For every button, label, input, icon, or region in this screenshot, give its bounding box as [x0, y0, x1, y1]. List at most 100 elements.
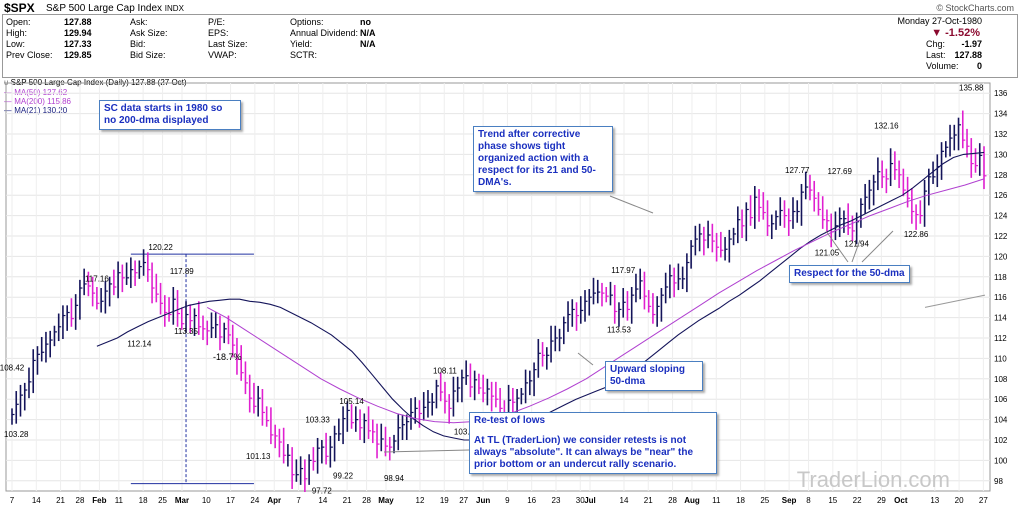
quote-label: Prev Close:	[6, 50, 53, 60]
pointer-line	[851, 239, 861, 263]
quote-label: Chg:	[926, 39, 946, 49]
price-label: 101.13	[246, 452, 271, 461]
chart-header: $SPX S&P 500 Large Cap Index INDX © Stoc…	[0, 0, 1020, 78]
x-tick-label: 11	[712, 496, 721, 505]
ma200-line	[924, 294, 986, 308]
x-tick-label: 20	[955, 496, 964, 505]
quote-value: 129.85	[64, 50, 92, 60]
y-tick-label: 118	[994, 273, 1007, 282]
quote-label: Bid Size:	[130, 50, 166, 60]
x-tick-label: 21	[644, 496, 653, 505]
legend-ma21: — MA(21) 130.20	[4, 106, 68, 115]
quote-value: 0	[976, 61, 982, 71]
quote-label: Last Size:	[208, 39, 248, 49]
quote-date: Monday 27-Oct-1980	[897, 16, 982, 26]
price-label: 108.11	[433, 367, 457, 376]
price-label: 122.86	[904, 230, 929, 239]
quote-value: -1.97	[961, 39, 982, 49]
x-tick-label: 12	[416, 496, 425, 505]
x-tick-label: 30	[576, 496, 585, 505]
x-tick-label: 24	[250, 496, 259, 505]
annotation-sc-data: SC data starts in 1980 so no 200-dma dis…	[99, 100, 241, 130]
x-tick-label: 9	[505, 496, 510, 505]
pointer-line	[861, 230, 894, 263]
quote-label: Volume:	[926, 61, 959, 71]
symbol-description: S&P 500 Large Cap Index INDX	[46, 3, 184, 14]
annotation-retest: Re-test of lows At TL (TraderLion) we co…	[469, 412, 717, 474]
y-tick-label: 116	[994, 293, 1007, 302]
price-label: 103.28	[4, 430, 29, 439]
source-credit: © StockCharts.com	[936, 3, 1014, 13]
price-label: 98.94	[384, 474, 405, 483]
quote-value: 127.88	[954, 50, 982, 60]
x-tick-label: 14	[318, 496, 327, 505]
legend-ma200: — MA(200) 115.86	[4, 97, 72, 106]
x-tick-label: 14	[620, 496, 629, 505]
y-tick-label: 136	[994, 89, 1008, 98]
quote-label: Ask:	[130, 17, 148, 27]
x-tick-label: 29	[877, 496, 886, 505]
annotation-trend: Trend after corrective phase shows tight…	[473, 126, 613, 192]
x-tick-label: 21	[343, 496, 352, 505]
y-tick-label: 100	[994, 456, 1008, 465]
x-tick-label: 25	[760, 496, 769, 505]
x-tick-label: 22	[853, 496, 862, 505]
quote-value: no	[360, 17, 371, 27]
x-tick-label: Aug	[684, 496, 700, 505]
quote-label: SCTR:	[290, 50, 317, 60]
price-label: 113.35	[174, 327, 198, 336]
quote-label: EPS:	[208, 28, 229, 38]
retest-title: Re-test of lows	[474, 415, 546, 426]
x-tick-label: 28	[362, 496, 371, 505]
price-label: 117.97	[611, 266, 635, 275]
quote-box	[2, 14, 1018, 78]
price-label: 117.89	[170, 267, 194, 276]
x-tick-label: 27	[459, 496, 468, 505]
x-tick-label: 19	[440, 496, 449, 505]
y-tick-label: 106	[994, 395, 1008, 404]
price-label: 97.72	[312, 487, 333, 496]
x-tick-label: Jul	[584, 496, 596, 505]
y-tick-label: 112	[994, 334, 1007, 343]
annotation-respect: Respect for the 50-dma	[789, 265, 910, 283]
change-percent: ▼ -1.52%	[931, 27, 980, 39]
x-tick-label: 10	[202, 496, 211, 505]
quote-label: Yield:	[290, 39, 313, 49]
y-tick-label: 132	[994, 130, 1008, 139]
pointer-line	[825, 230, 849, 263]
pointer-line	[577, 352, 594, 366]
y-tick-label: 126	[994, 191, 1008, 200]
y-tick-label: 104	[994, 416, 1008, 425]
y-tick-label: 110	[994, 354, 1007, 363]
quote-value: 129.94	[64, 28, 92, 38]
quote-label: Last:	[926, 50, 946, 60]
price-label: 99.22	[333, 471, 354, 480]
x-tick-label: 27	[979, 496, 988, 505]
x-tick-label: 14	[32, 496, 41, 505]
x-tick-label: Mar	[175, 496, 189, 505]
x-tick-label: 28	[76, 496, 85, 505]
y-tick-label: 130	[994, 150, 1008, 159]
y-tick-label: 114	[994, 314, 1007, 323]
x-tick-label: 18	[139, 496, 148, 505]
x-tick-label: 16	[527, 496, 536, 505]
x-tick-label: 21	[56, 496, 65, 505]
quote-label: VWAP:	[208, 50, 237, 60]
quote-label: Annual Dividend:	[290, 28, 359, 38]
quote-value: 127.33	[64, 39, 92, 49]
x-tick-label: 28	[668, 496, 677, 505]
x-tick-label: 18	[736, 496, 745, 505]
quote-value: N/A	[360, 39, 376, 49]
price-label: 127.69	[827, 167, 852, 176]
y-tick-label: 128	[994, 171, 1008, 180]
y-tick-label: 134	[994, 110, 1008, 119]
y-tick-label: 122	[994, 232, 1008, 241]
price-label: 121.05	[815, 249, 840, 258]
price-label: 103.50	[454, 428, 479, 437]
quote-label: Open:	[6, 17, 31, 27]
price-label: 105.14	[339, 397, 364, 406]
quote-label: Bid:	[130, 39, 146, 49]
price-label: 112.14	[127, 340, 151, 349]
x-tick-label: 13	[930, 496, 939, 505]
x-tick-label: Apr	[267, 496, 281, 505]
